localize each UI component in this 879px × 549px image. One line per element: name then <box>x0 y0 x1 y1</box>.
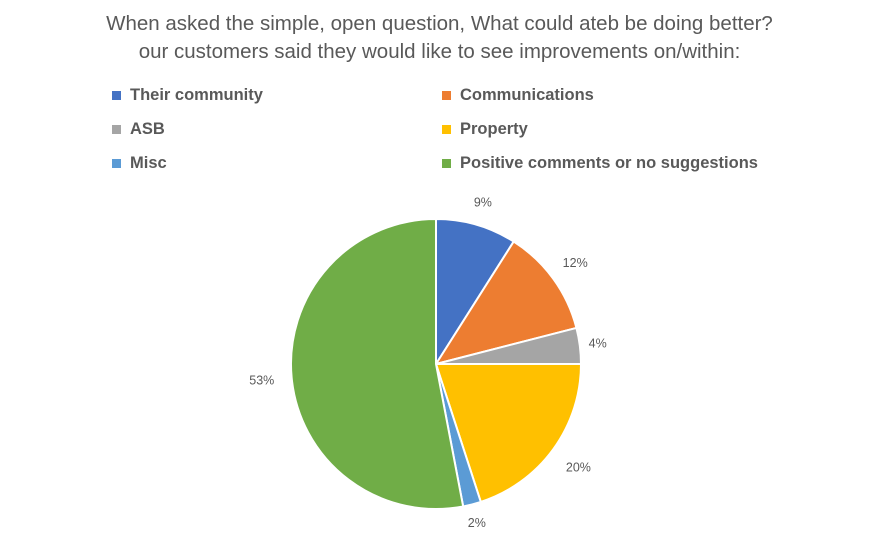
data-label-misc: 2% <box>468 516 486 530</box>
legend-swatch-property <box>442 124 451 134</box>
chart-title: When asked the simple, open question, Wh… <box>0 10 879 66</box>
legend-label-their-community: Their community <box>130 85 263 104</box>
legend-item-asb: ASB <box>112 118 165 140</box>
data-label-asb: 4% <box>589 337 607 351</box>
data-label-positive-comments: 53% <box>249 374 274 388</box>
pie-slice-property <box>435 363 582 503</box>
data-label-property: 20% <box>566 461 591 475</box>
legend-swatch-positive-comments <box>442 158 451 168</box>
pie-slice-communications <box>435 240 578 365</box>
pie-slice-positive-comments <box>289 218 465 510</box>
legend-label-misc: Misc <box>130 153 167 172</box>
legend-label-asb: ASB <box>130 119 165 138</box>
chart-title-line-2: our customers said they would like to se… <box>138 40 741 63</box>
legend-swatch-their-community <box>112 90 121 100</box>
chart-title-line-1: When asked the simple, open question, Wh… <box>106 12 773 35</box>
legend-label-property: Property <box>460 119 528 138</box>
data-label-communications: 12% <box>563 256 588 270</box>
legend-item-property: Property <box>442 118 528 140</box>
legend-item-positive-comments: Positive comments or no suggestions <box>442 152 758 174</box>
legend-label-communications: Communications <box>460 85 594 104</box>
data-label-their-community: 9% <box>474 196 492 210</box>
legend-item-communications: Communications <box>442 84 594 106</box>
legend-swatch-asb <box>112 124 121 134</box>
chart-legend: Their community Communications ASB Prope… <box>112 84 832 194</box>
legend-item-their-community: Their community <box>112 84 263 106</box>
legend-label-positive-comments: Positive comments or no suggestions <box>460 153 758 172</box>
legend-item-misc: Misc <box>112 152 167 174</box>
legend-swatch-misc <box>112 158 121 168</box>
pie-slice-their-community <box>435 218 515 365</box>
legend-swatch-communications <box>442 90 451 100</box>
